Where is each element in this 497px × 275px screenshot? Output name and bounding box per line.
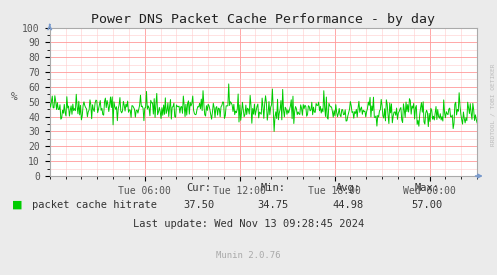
Text: 37.50: 37.50 [183, 200, 214, 210]
Text: Max:: Max: [415, 183, 440, 193]
Title: Power DNS Packet Cache Performance - by day: Power DNS Packet Cache Performance - by … [91, 13, 435, 26]
Text: ■: ■ [12, 200, 23, 210]
Text: Munin 2.0.76: Munin 2.0.76 [216, 252, 281, 260]
Text: Cur:: Cur: [186, 183, 211, 193]
Text: RRDTOOL / TOBI OETIKER: RRDTOOL / TOBI OETIKER [491, 63, 496, 146]
Text: Avg:: Avg: [335, 183, 360, 193]
Text: Last update: Wed Nov 13 09:28:45 2024: Last update: Wed Nov 13 09:28:45 2024 [133, 219, 364, 229]
Text: 44.98: 44.98 [332, 200, 363, 210]
Text: Min:: Min: [261, 183, 286, 193]
Text: 34.75: 34.75 [258, 200, 289, 210]
Y-axis label: %: % [10, 92, 17, 102]
Text: 57.00: 57.00 [412, 200, 443, 210]
Text: packet cache hitrate: packet cache hitrate [32, 200, 158, 210]
